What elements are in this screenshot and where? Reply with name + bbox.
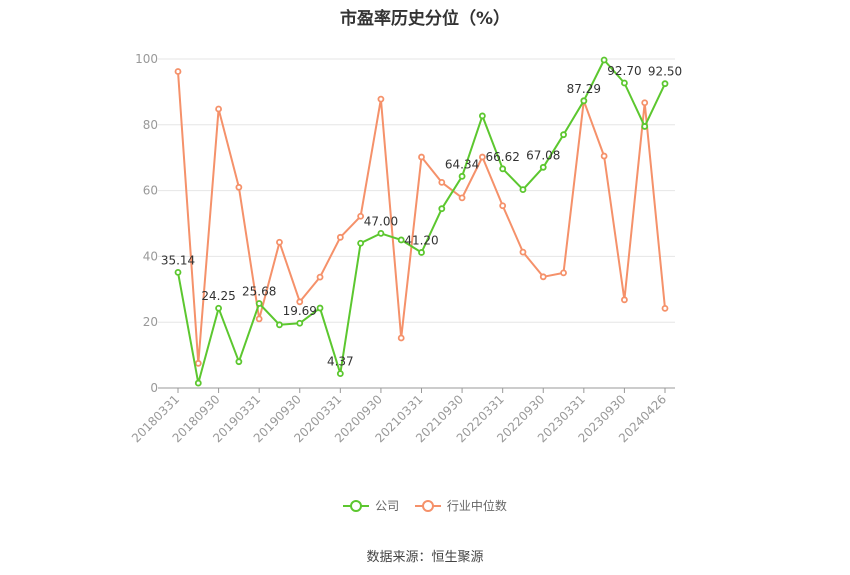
legend-label-industry-median: 行业中位数 bbox=[446, 499, 507, 513]
data-label: 64.34 bbox=[445, 157, 479, 171]
y-tick-label: 100 bbox=[135, 52, 158, 66]
point-company bbox=[397, 236, 405, 244]
point-company bbox=[174, 268, 182, 276]
point-company bbox=[215, 304, 222, 312]
point-company bbox=[600, 56, 608, 64]
data-label: 19.69 bbox=[283, 304, 317, 318]
data-labels: 35.14 24.25 25.68 19.69 4.37 47.00 41.20 64.34 6… bbox=[161, 64, 682, 369]
data-label: 41.20 bbox=[404, 233, 438, 247]
y-tick-label: 20 bbox=[143, 315, 158, 329]
point-industry-median bbox=[296, 298, 304, 306]
y-tick-label: 80 bbox=[143, 118, 158, 132]
point-industry-median bbox=[519, 248, 527, 256]
point-industry-median bbox=[661, 304, 669, 312]
data-label: 4.37 bbox=[327, 355, 354, 369]
legend-item-company[interactable]: 公司 bbox=[343, 497, 399, 514]
point-company bbox=[560, 131, 567, 139]
data-label: 92.70 bbox=[607, 64, 641, 78]
point-industry-median bbox=[357, 212, 365, 220]
point-company bbox=[336, 370, 344, 378]
point-industry-median bbox=[235, 183, 243, 191]
point-company bbox=[499, 165, 507, 173]
data-label: 67.08 bbox=[526, 148, 560, 162]
series-line-industry-median bbox=[177, 71, 666, 365]
series-layer bbox=[174, 56, 669, 387]
point-industry-median bbox=[600, 152, 608, 160]
point-company bbox=[580, 97, 588, 105]
point-company bbox=[519, 186, 527, 194]
point-industry-median bbox=[276, 238, 283, 246]
data-label: 66.62 bbox=[485, 150, 519, 164]
data-label: 87.29 bbox=[567, 82, 601, 96]
data-label: 35.14 bbox=[161, 253, 195, 267]
y-tick-label: 0 bbox=[150, 381, 158, 395]
point-company bbox=[418, 249, 425, 256]
point-company bbox=[194, 379, 202, 387]
y-tick-label: 60 bbox=[143, 184, 158, 198]
data-source: 数据来源：恒生聚源 bbox=[366, 550, 484, 565]
point-industry-median bbox=[478, 153, 486, 161]
legend-company-icon bbox=[343, 499, 370, 513]
point-company bbox=[438, 205, 446, 213]
point-industry-median bbox=[377, 95, 385, 103]
point-company bbox=[539, 163, 547, 171]
legend: 公司 行业中位数 bbox=[0, 497, 850, 516]
point-industry-median bbox=[418, 153, 425, 161]
point-industry-median bbox=[316, 273, 324, 281]
point-industry-median bbox=[458, 194, 466, 202]
data-label: 24.25 bbox=[201, 289, 235, 303]
data-label: 25.68 bbox=[242, 285, 276, 299]
point-industry-median bbox=[215, 105, 222, 113]
legend-item-industry-median[interactable]: 行业中位数 bbox=[414, 497, 507, 514]
point-industry-median bbox=[560, 269, 567, 277]
point-company bbox=[458, 172, 466, 180]
point-company bbox=[296, 319, 304, 327]
point-industry-median bbox=[641, 99, 649, 107]
point-company bbox=[316, 304, 324, 312]
point-industry-median bbox=[397, 334, 405, 342]
series-line-company bbox=[177, 59, 666, 385]
point-company bbox=[357, 239, 365, 247]
point-company bbox=[621, 79, 628, 87]
legend-industry-icon bbox=[414, 499, 441, 513]
point-company bbox=[641, 123, 649, 130]
data-label: 92.50 bbox=[648, 65, 682, 79]
point-industry-median bbox=[539, 273, 547, 281]
point-company bbox=[478, 112, 486, 120]
legend-label-company: 公司 bbox=[375, 499, 400, 513]
y-tick-label: 40 bbox=[143, 249, 158, 263]
point-industry-median bbox=[174, 68, 182, 75]
data-label: 47.00 bbox=[364, 214, 398, 228]
grid-lines bbox=[158, 58, 675, 323]
point-industry-median bbox=[194, 359, 202, 367]
point-industry-median bbox=[621, 296, 628, 304]
point-industry-median bbox=[336, 233, 344, 241]
point-company bbox=[235, 358, 243, 366]
point-industry-median bbox=[499, 202, 507, 210]
point-industry-median bbox=[255, 315, 263, 323]
chart-title: 市盈率历史分位（%） bbox=[339, 9, 511, 29]
point-industry-median bbox=[438, 178, 446, 186]
point-company bbox=[377, 229, 385, 237]
point-company bbox=[255, 300, 263, 307]
point-company bbox=[661, 80, 669, 88]
axes: 0204060801002018033120180930201903312019… bbox=[129, 52, 675, 445]
point-company bbox=[276, 321, 283, 329]
